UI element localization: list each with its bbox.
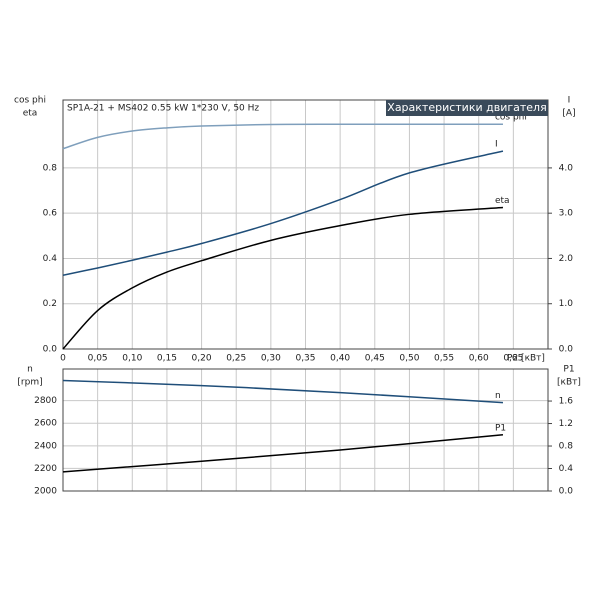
y2-axis-label: I [568, 96, 571, 106]
y2-tick-label: 0.8 [559, 442, 574, 452]
x-axis-label: P2 [кВт] [507, 354, 545, 364]
series-label: P1 [495, 423, 506, 433]
y2-tick-label: 2.0 [559, 254, 574, 264]
series-line [62, 206, 504, 350]
plot-frame [62, 99, 549, 350]
x-tick-label: 0,05 [88, 354, 108, 364]
series-label: I [495, 140, 498, 150]
chart-subtitle: Характеристики двигателя [387, 101, 546, 114]
y2-tick-label: 0.0 [559, 345, 574, 355]
y-axis-label: n [27, 365, 33, 375]
x-tick-label: 0,25 [226, 354, 246, 364]
y-axis-label: [rpm] [17, 378, 42, 388]
y-tick-label: 0.8 [43, 163, 58, 173]
y2-tick-label: 1.0 [559, 299, 574, 309]
y2-tick-label: 0.4 [559, 464, 574, 474]
series-line [62, 379, 504, 404]
x-tick-label: 0,65 [503, 354, 523, 364]
x-tick-label: 0,60 [469, 354, 489, 364]
x-tick-label: 0,15 [157, 354, 177, 364]
x-tick-label: 0,20 [192, 354, 212, 364]
series-label: eta [495, 196, 510, 206]
y-tick-label: 2000 [34, 487, 57, 497]
y-tick-label: 2400 [34, 441, 57, 451]
y2-tick-label: 1.6 [559, 397, 574, 407]
y2-tick-label: 1.2 [559, 419, 573, 429]
plot-frame [62, 368, 549, 492]
subtitle-box [386, 100, 548, 116]
y-axis-label: eta [23, 109, 38, 119]
y2-axis-label: P1 [563, 365, 574, 375]
y-tick-label: 2600 [34, 419, 57, 429]
x-tick-label: 0,45 [365, 354, 385, 364]
x-tick-label: 0,40 [330, 354, 350, 364]
x-tick-label: 0 [60, 354, 66, 364]
y-axis-label: cos phi [14, 96, 46, 106]
y-tick-label: 2800 [34, 396, 57, 406]
y2-tick-label: 4.0 [559, 163, 574, 173]
chart-title: SP1A-21 + MS402 0.55 kW 1*230 V, 50 Hz [67, 104, 259, 114]
y-tick-label: 0.6 [43, 209, 58, 219]
y2-axis-label: [A] [562, 109, 575, 119]
y-tick-label: 0.4 [43, 254, 58, 264]
x-tick-label: 0,10 [122, 354, 142, 364]
x-tick-label: 0,55 [434, 354, 454, 364]
y-tick-label: 0.0 [43, 345, 58, 355]
y-tick-label: 0.2 [43, 299, 57, 309]
series-label: cos phi [495, 113, 527, 123]
x-tick-label: 0,35 [295, 354, 315, 364]
series-line [62, 150, 504, 276]
y2-tick-label: 3.0 [559, 209, 574, 219]
x-tick-label: 0,50 [399, 354, 419, 364]
y-tick-label: 2200 [34, 464, 57, 474]
series-line [62, 123, 503, 150]
series-line [62, 434, 504, 473]
x-tick-label: 0,30 [261, 354, 281, 364]
y2-tick-label: 0.0 [559, 487, 574, 497]
y2-axis-label: [кВт] [557, 378, 581, 388]
series-label: n [495, 391, 501, 401]
